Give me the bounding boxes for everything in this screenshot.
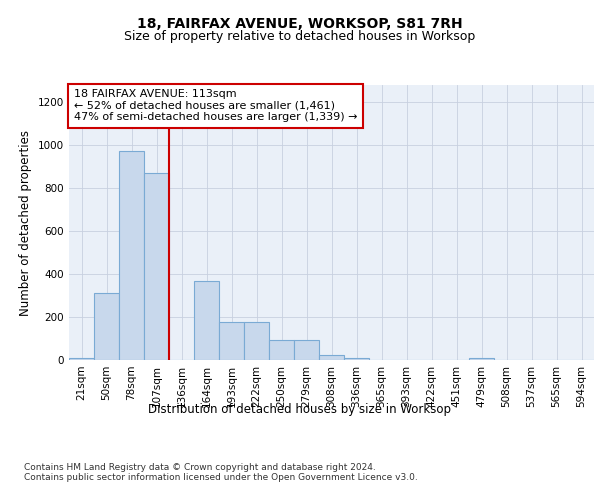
Bar xyxy=(469,358,494,360)
Bar xyxy=(144,173,169,360)
Text: 18, FAIRFAX AVENUE, WORKSOP, S81 7RH: 18, FAIRFAX AVENUE, WORKSOP, S81 7RH xyxy=(137,18,463,32)
Text: 18 FAIRFAX AVENUE: 113sqm
← 52% of detached houses are smaller (1,461)
47% of se: 18 FAIRFAX AVENUE: 113sqm ← 52% of detac… xyxy=(74,90,358,122)
Bar xyxy=(319,354,344,360)
Text: Distribution of detached houses by size in Worksop: Distribution of detached houses by size … xyxy=(149,402,452,415)
Bar xyxy=(94,294,119,360)
Bar xyxy=(269,340,294,360)
Bar xyxy=(69,358,94,360)
Bar xyxy=(119,150,144,360)
Y-axis label: Number of detached properties: Number of detached properties xyxy=(19,130,32,316)
Bar xyxy=(244,322,269,360)
Text: Size of property relative to detached houses in Worksop: Size of property relative to detached ho… xyxy=(124,30,476,43)
Bar xyxy=(194,280,219,360)
Text: Contains HM Land Registry data © Crown copyright and database right 2024.
Contai: Contains HM Land Registry data © Crown c… xyxy=(24,462,418,482)
Bar xyxy=(219,322,244,360)
Bar xyxy=(344,358,369,360)
Bar xyxy=(294,340,319,360)
